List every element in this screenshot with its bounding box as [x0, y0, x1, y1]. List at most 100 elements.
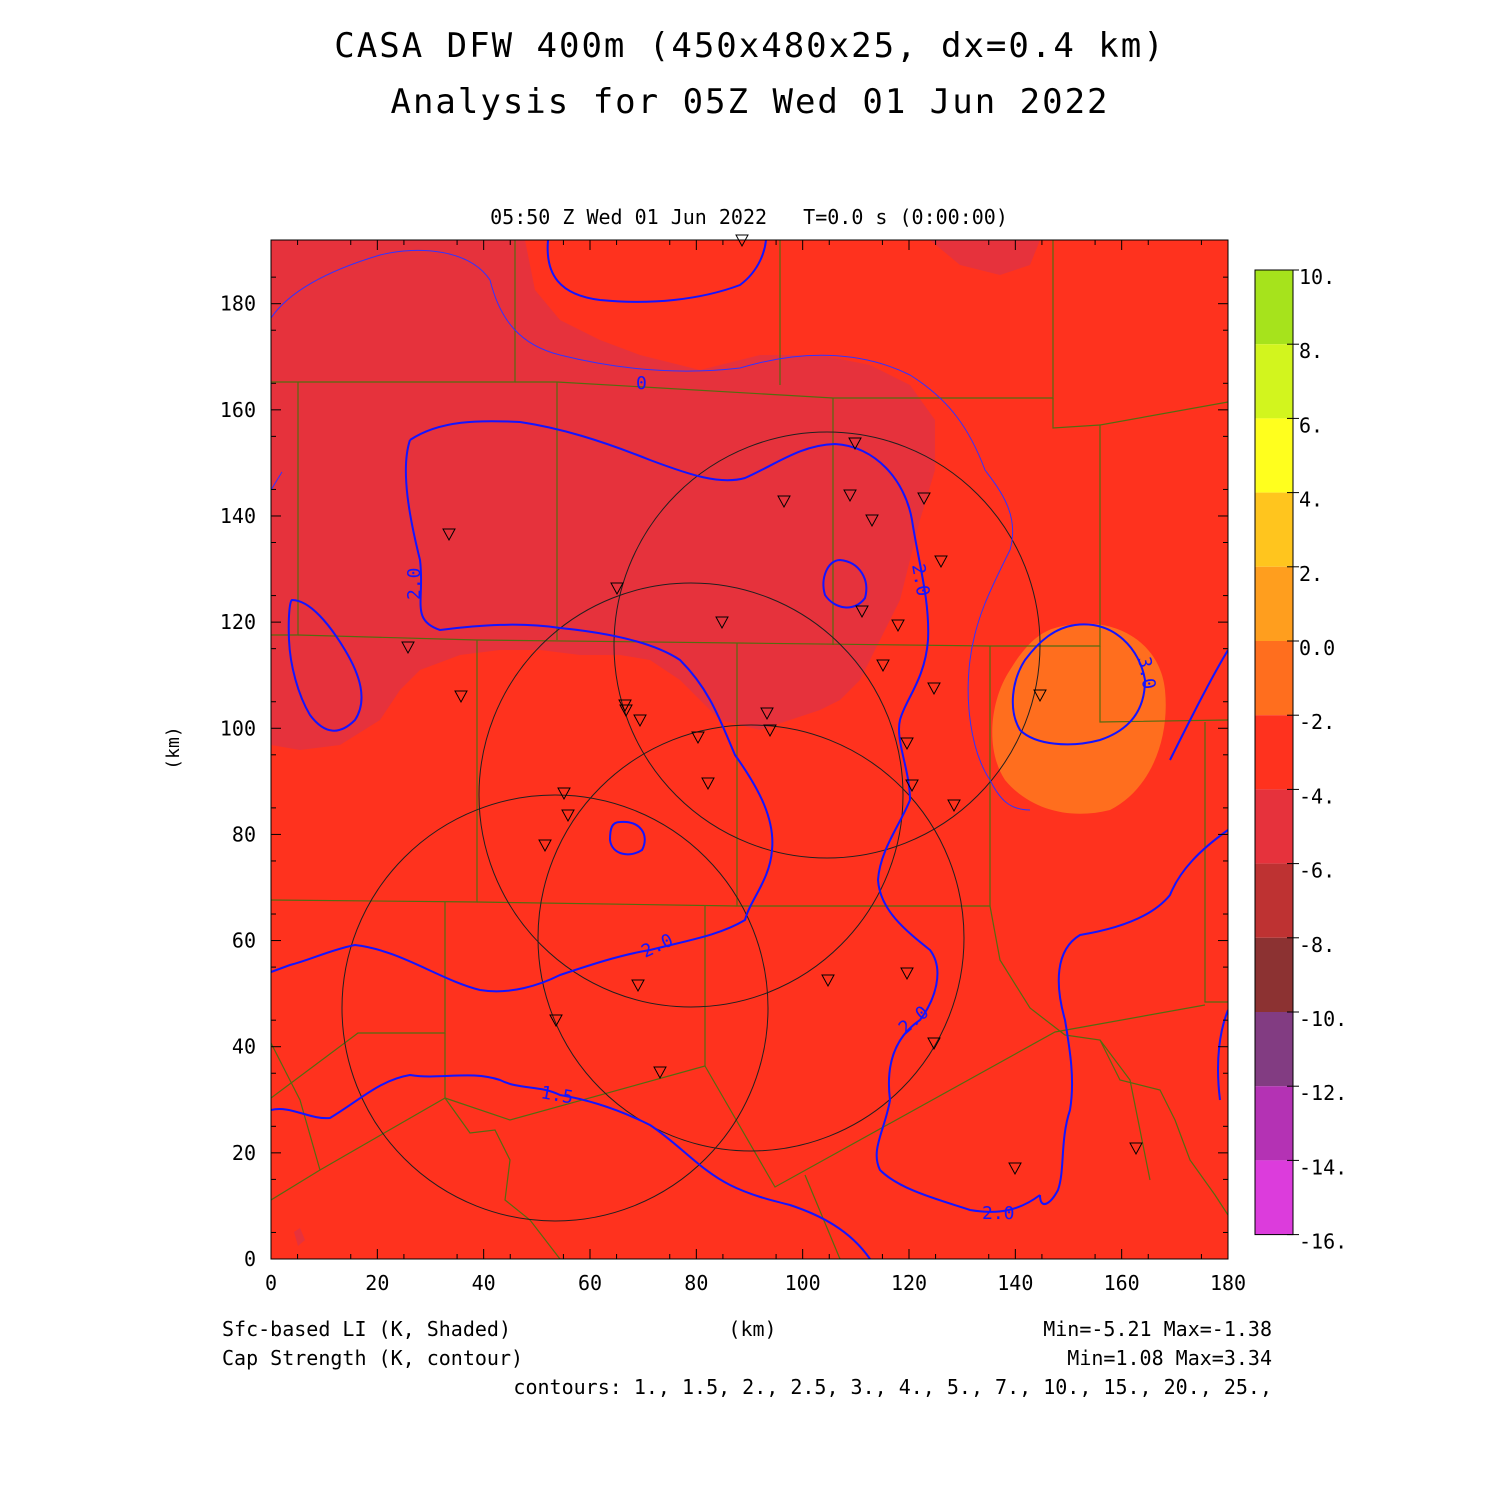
- colorbar-swatch: [1255, 1086, 1293, 1161]
- colorbar-label: -6.: [1299, 859, 1335, 883]
- y-tick-label: 80: [232, 822, 256, 846]
- station-marker: [557, 787, 571, 801]
- station-marker: [865, 514, 879, 528]
- station-marker: [454, 690, 468, 704]
- valid-time-subtitle: 05:50 Z Wed 01 Jun 2022 T=0.0 s (0:00:00…: [490, 205, 1008, 229]
- colorbar-swatch: [1255, 492, 1293, 567]
- station-marker: [561, 809, 575, 823]
- station-marker: [777, 495, 791, 509]
- station-marker: [549, 1014, 563, 1028]
- colorbar-swatch: [1255, 641, 1293, 716]
- station-marker: [691, 731, 705, 745]
- contour-2-main: [409, 420, 1041, 1213]
- y-tick-label: 20: [232, 1141, 256, 1165]
- colorbar-swatch: [1255, 863, 1293, 938]
- station-marker: [927, 682, 941, 696]
- y-tick-label: 40: [232, 1035, 256, 1059]
- colorbar-swatch: [1255, 1160, 1293, 1235]
- colorbar-label: 10.: [1299, 265, 1335, 289]
- y-tick-label: 160: [220, 398, 256, 422]
- contour-2-east: [1039, 829, 1228, 1205]
- x-tick-label: 140: [997, 1271, 1033, 1295]
- x-tick-label: 60: [578, 1271, 602, 1295]
- colorbar-swatch: [1255, 566, 1293, 641]
- colorbar-label: 2.: [1299, 562, 1323, 586]
- station-marker: [633, 714, 647, 728]
- x-tick-label: 120: [891, 1271, 927, 1295]
- station-marker: [947, 799, 961, 813]
- colorbar-label: 0.0: [1299, 636, 1335, 660]
- contour-label: 0: [636, 373, 647, 394]
- station-marker: [715, 616, 729, 630]
- station-marker: [843, 489, 857, 503]
- station-marker: [538, 839, 552, 853]
- station-marker: [876, 659, 890, 673]
- contour-2-small-loop-a: [608, 820, 646, 856]
- colorbar-label: -12.: [1299, 1081, 1347, 1105]
- station-marker: [891, 619, 905, 633]
- station-marker: [927, 1037, 941, 1051]
- x-tick-label: 100: [785, 1271, 821, 1295]
- station-marker: [610, 582, 624, 596]
- plot-frame: [270, 239, 1229, 1260]
- colorbar-swatch: [1255, 1012, 1293, 1087]
- station-marker: [1129, 1142, 1143, 1156]
- station-marker: [821, 974, 835, 988]
- colorbar-swatch: [1255, 789, 1293, 864]
- contour-2-small-loop-b: [822, 558, 868, 609]
- x-tick-label: 40: [472, 1271, 496, 1295]
- colorbar-swatch: [1255, 937, 1293, 1012]
- footer-shaded-minmax: Min=-5.21 Max=-1.38: [1043, 1317, 1272, 1341]
- chart-title-line2: Analysis for 05Z Wed 01 Jun 2022: [390, 82, 1110, 122]
- contour-east-edge: [1217, 1009, 1228, 1101]
- y-tick-label: 100: [220, 716, 256, 740]
- station-marker: [855, 605, 869, 619]
- colorbar-swatch: [1255, 270, 1293, 345]
- station-marker: [653, 1066, 667, 1080]
- field-region-minus4-to-minus6: [271, 240, 935, 750]
- cap-strength-contours-thin: [271, 249, 1031, 811]
- colorbar-label: 6.: [1299, 413, 1323, 437]
- station-marker: [1033, 689, 1047, 703]
- plot-area: [271, 240, 1228, 1259]
- station-marker: [760, 707, 774, 721]
- x-tick-label: 180: [1210, 1271, 1246, 1295]
- footer-contour-minmax: Min=1.08 Max=3.34: [1067, 1346, 1272, 1370]
- chart-title-line1: CASA DFW 400m (450x480x25, dx=0.4 km): [334, 26, 1166, 66]
- y-tick-label: 0: [244, 1247, 256, 1271]
- colorbar-swatch: [1255, 715, 1293, 790]
- x-tick-label: 80: [684, 1271, 708, 1295]
- y-tick-label: 120: [220, 610, 256, 634]
- colorbar-label: -2.: [1299, 710, 1335, 734]
- colorbar-label: 4.: [1299, 488, 1323, 512]
- station-marker: [619, 704, 633, 718]
- y-tick-label: 60: [232, 929, 256, 953]
- colorbar-label: -16.: [1299, 1230, 1347, 1254]
- station-marker: [900, 737, 914, 751]
- x-tick-label: 20: [365, 1271, 389, 1295]
- station-marker: [1008, 1162, 1022, 1176]
- y-axis: 0 20 40 60 80 100 120 140 160 180: [220, 276, 1228, 1271]
- station-marker: [401, 641, 415, 655]
- contour-2-left: [271, 439, 774, 993]
- colorbar-label: -10.: [1299, 1007, 1347, 1031]
- footer-contour-levels: contours: 1., 1.5, 2., 2.5, 3., 4., 5., …: [513, 1375, 1272, 1399]
- colorbar-frame: [1254, 269, 1294, 1236]
- field-region-minus4-to-minus6-top: [930, 240, 1040, 275]
- footer-shaded-field: Sfc-based LI (K, Shaded): [222, 1317, 511, 1341]
- colorbar-swatch: [1255, 344, 1293, 419]
- colorbar-label: -4.: [1299, 784, 1335, 808]
- colorbar-swatch: [1255, 418, 1293, 493]
- colorbar: 10. 8. 6. 4. 2. 0.0 -2. -4. -6. -8. -10. -12. -14. -1…: [1254, 265, 1347, 1254]
- x-tick-label: 0: [265, 1271, 277, 1295]
- y-tick-label: 140: [220, 504, 256, 528]
- contour-label: 2.0: [404, 567, 425, 600]
- y-axis-label: (km): [163, 726, 184, 769]
- footer-contour-field: Cap Strength (K, contour): [222, 1346, 524, 1370]
- station-marker: [900, 967, 914, 981]
- station-marker: [917, 492, 931, 506]
- x-axis: 0 20 40 60 80 100 120 140 160 180: [265, 240, 1246, 1295]
- colorbar-label: -8.: [1299, 933, 1335, 957]
- contour-2-ne: [1169, 649, 1228, 761]
